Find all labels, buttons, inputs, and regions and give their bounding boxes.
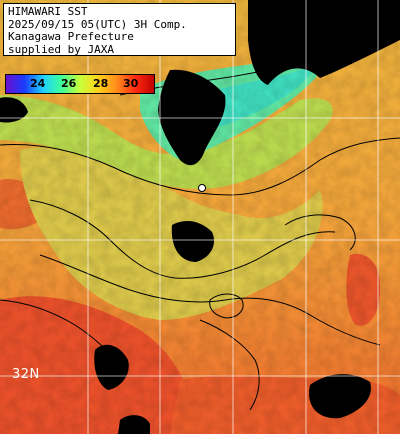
color-scale-tick: 30	[123, 77, 139, 90]
contour-line	[199, 319, 260, 411]
station-marker	[198, 184, 206, 192]
color-scale-gradient	[6, 75, 154, 93]
caption-datetime: 2025/09/15 05(UTC) 3H Comp.	[8, 17, 187, 31]
color-scale-tick: 28	[93, 77, 109, 90]
contour-lines	[0, 41, 400, 411]
contour-line	[209, 293, 244, 319]
color-scale-tick: 24	[30, 77, 46, 90]
contour-line	[29, 199, 336, 279]
color-scale-bar: 24 26 28 30	[5, 74, 155, 94]
color-scale-tick: 26	[61, 77, 77, 90]
contour-line	[0, 299, 126, 371]
caption-region: Kanagawa Prefecture	[8, 30, 134, 43]
latitude-label: 32N	[12, 367, 40, 382]
contour-line	[0, 137, 400, 196]
caption-credit: supplied by JAXA	[8, 42, 114, 56]
contour-line	[119, 41, 361, 96]
caption-box: HIMAWARI SST 2025/09/15 05(UTC) 3H Comp. K…	[3, 3, 236, 56]
contour-line	[39, 254, 381, 346]
caption-title: HIMAWARI SST	[8, 5, 88, 18]
